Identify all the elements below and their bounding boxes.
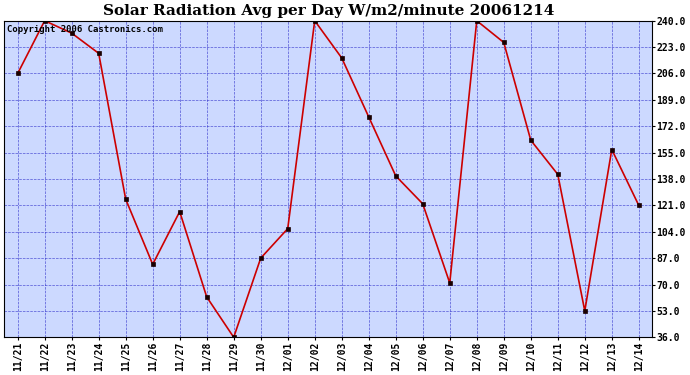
Title: Solar Radiation Avg per Day W/m2/minute 20061214: Solar Radiation Avg per Day W/m2/minute …: [103, 4, 554, 18]
Text: Copyright 2006 Castronics.com: Copyright 2006 Castronics.com: [8, 26, 164, 34]
